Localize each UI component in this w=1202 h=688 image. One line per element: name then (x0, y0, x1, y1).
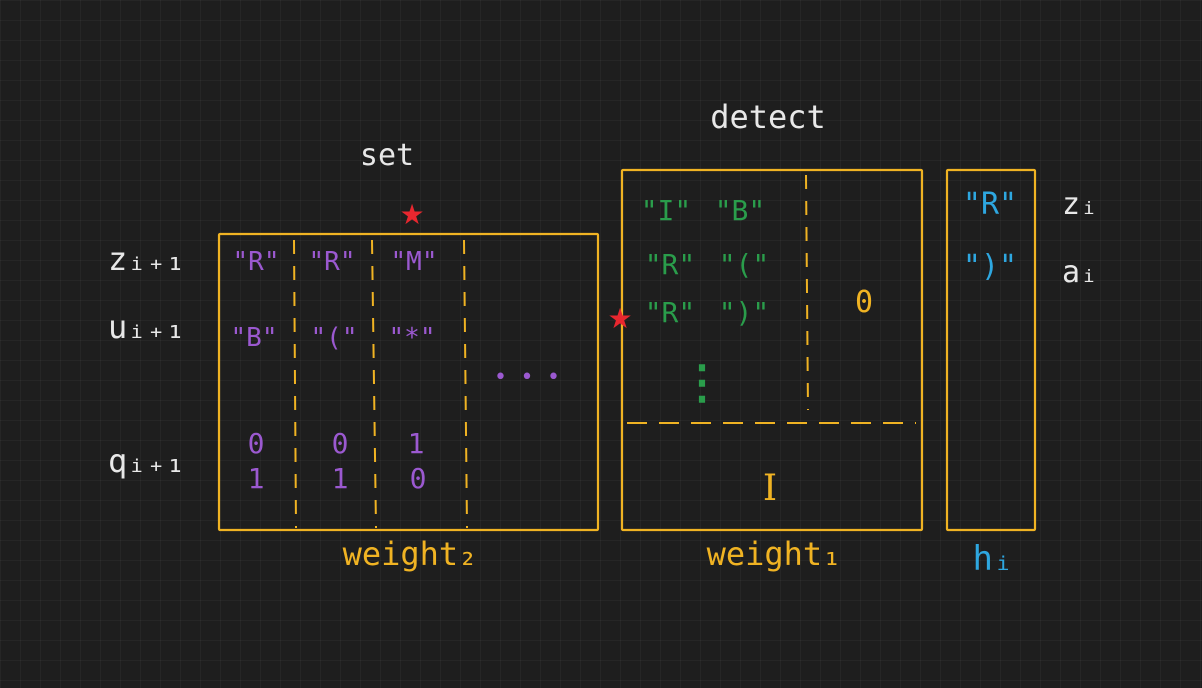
w1-col1-r3: "R" (645, 296, 696, 329)
h-caption: hᵢ (973, 539, 1014, 579)
detect-title: detect (710, 98, 826, 136)
weight1-vertical-divider (805, 174, 809, 411)
h-box (945, 168, 1037, 532)
weight2-divider-3 (463, 239, 468, 529)
weight2-caption: weight₂ (343, 535, 478, 573)
w2-col3-q1: 1 (408, 427, 425, 460)
row-label-u: uᵢ₊₁ (108, 308, 185, 346)
w1-identity-block: I (763, 468, 777, 509)
set-title: set (360, 138, 414, 173)
w2-col3-q2: 0 (410, 462, 427, 495)
weight1-box (620, 168, 924, 532)
weight1-caption: weight₁ (707, 535, 842, 573)
h-label-z: zᵢ (1062, 187, 1098, 222)
w1-vdots: ⋮ (679, 355, 725, 409)
w2-col2-q1: 0 (332, 427, 349, 460)
h-a-value: ")" (963, 249, 1017, 284)
w1-col2-r1: "B" (715, 194, 766, 227)
w1-zero-block: 0 (855, 285, 873, 320)
row-label-q: qᵢ₊₁ (108, 442, 185, 480)
weight2-box (217, 232, 600, 532)
w2-col1-q2: 1 (248, 462, 265, 495)
star-top-icon: ★ (399, 198, 424, 231)
w2-ellipsis: • • • (494, 365, 560, 390)
w2-col1-q1: 0 (248, 427, 265, 460)
h-z-value: "R" (963, 187, 1017, 222)
w2-col2-z: "R" (309, 247, 356, 277)
w2-col1-z: "R" (233, 247, 280, 277)
w1-col2-r3: ")" (719, 296, 770, 329)
row-label-z: zᵢ₊₁ (108, 240, 185, 278)
w2-col3-z: "M" (391, 247, 438, 277)
h-label-a: aᵢ (1062, 255, 1098, 290)
weight2-divider-2 (371, 239, 377, 529)
w1-col1-r2: "R" (645, 248, 696, 281)
w1-col1-r1: "I" (641, 194, 692, 227)
w2-col2-u: "(" (311, 323, 358, 353)
star-side-icon: ★ (607, 302, 632, 335)
w2-col3-u: "*" (389, 323, 436, 353)
w2-col2-q2: 1 (332, 462, 349, 495)
w2-col1-u: "B" (231, 323, 278, 353)
weight2-divider-1 (293, 239, 297, 529)
w1-col2-r2: "(" (719, 248, 770, 281)
